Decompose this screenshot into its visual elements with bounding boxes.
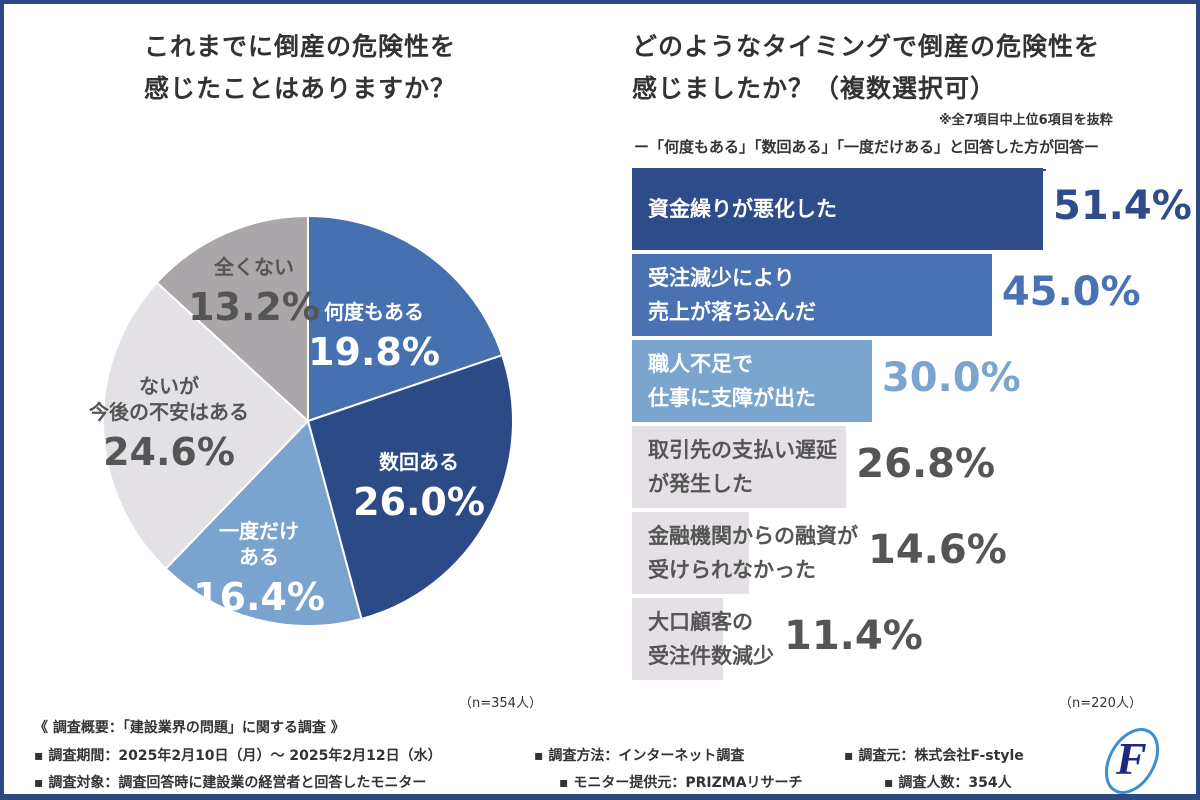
- survey-source: ▪ 調査元：株式会社F-style: [844, 748, 1024, 764]
- infographic-frame: これまでに倒産の危険性を 感じたことはありますか？ どのようなタイミングで倒産の…: [4, 4, 1196, 794]
- pie-slice-value: 19.8%: [308, 330, 440, 374]
- pie-slice: [155, 214, 309, 424]
- bar-value-label: 11.4%: [784, 613, 923, 659]
- bar-category-label: 金融機関からの融資が 受けられなかった: [648, 524, 858, 582]
- pie-slice-value: 26.0%: [353, 480, 485, 524]
- bar: [632, 340, 872, 422]
- survey-count: ▪ 調査人数：354人: [884, 775, 1012, 791]
- survey-target: ▪ 調査対象：調査回答時に建設業の経営者と回答したモニター: [34, 775, 427, 791]
- pie-slice: [306, 353, 514, 621]
- pie-sample-size: （n=354人）: [459, 696, 542, 711]
- bar-category-label: 取引先の支払い遅延 が発生した: [648, 438, 837, 496]
- bar-note: ※全7項目中上位6項目を抜粋: [939, 113, 1113, 128]
- bar-category-label: 受注減少により 売上が落ち込んだ: [648, 266, 816, 324]
- bar: [632, 168, 1043, 250]
- survey-method: ▪ 調査方法：インターネット調査: [534, 748, 745, 764]
- pie-slice-label: ないが今後の不安はある: [89, 374, 249, 424]
- bar-value-label: 51.4%: [1053, 183, 1192, 229]
- bar-title: どのようなタイミングで倒産の危険性を 感じましたか？（複数選択可）: [632, 32, 1101, 103]
- bar-value-label: 45.0%: [1001, 269, 1141, 315]
- pie-slice: [164, 419, 363, 627]
- bar-sample-size: （n=220人）: [1059, 696, 1142, 711]
- pie-slice: [307, 214, 504, 423]
- pie-slice-label: 全くない: [213, 255, 294, 279]
- bar-category-label: 大口顧客の 受注件数減少: [648, 610, 774, 668]
- pie-slice: [102, 281, 310, 571]
- bar: [632, 598, 724, 680]
- bar: [632, 426, 847, 508]
- pie-slice-label: 数回ある: [379, 450, 459, 474]
- pie-slice-value: 13.2%: [188, 285, 320, 329]
- pie-title: これまでに倒産の危険性を 感じたことはありますか？: [144, 32, 457, 103]
- bar-value-label: 26.8%: [856, 441, 996, 487]
- pie-slice-value: 16.4%: [193, 575, 325, 619]
- bar-category-label: 職人不足で 仕事に支障が出た: [648, 352, 816, 410]
- survey-heading: 《 調査概要：「建設業界の問題」に関する調査 》: [34, 720, 345, 736]
- bar-category-label: 資金繰りが悪化した: [648, 197, 837, 221]
- pie-slice-value: 24.6%: [103, 430, 235, 474]
- survey-period: ▪ 調査期間：2025年2月10日（月）～ 2025年2月12日（水）: [34, 748, 442, 764]
- bar-subtitle: ー「何度もある」「数回ある」「一度だけある」と回答した方が回答ー: [634, 138, 1100, 156]
- pie-slice-label: 一度だけある: [219, 519, 299, 569]
- bar-value-label: 14.6%: [868, 527, 1007, 573]
- bar: [632, 254, 992, 336]
- bar: [632, 512, 749, 594]
- chart-canvas: 何度もある 19.8% 数回ある 26.0% 一度だけある 16.4% ないが今後の不安はあ…: [89, 214, 514, 627]
- survey-provider: ▪ モニター提供元：PRIZMAリサーチ: [559, 775, 803, 791]
- bar-value-label: 30.0%: [881, 355, 1021, 401]
- pie-slice-label: 何度もある: [324, 300, 424, 324]
